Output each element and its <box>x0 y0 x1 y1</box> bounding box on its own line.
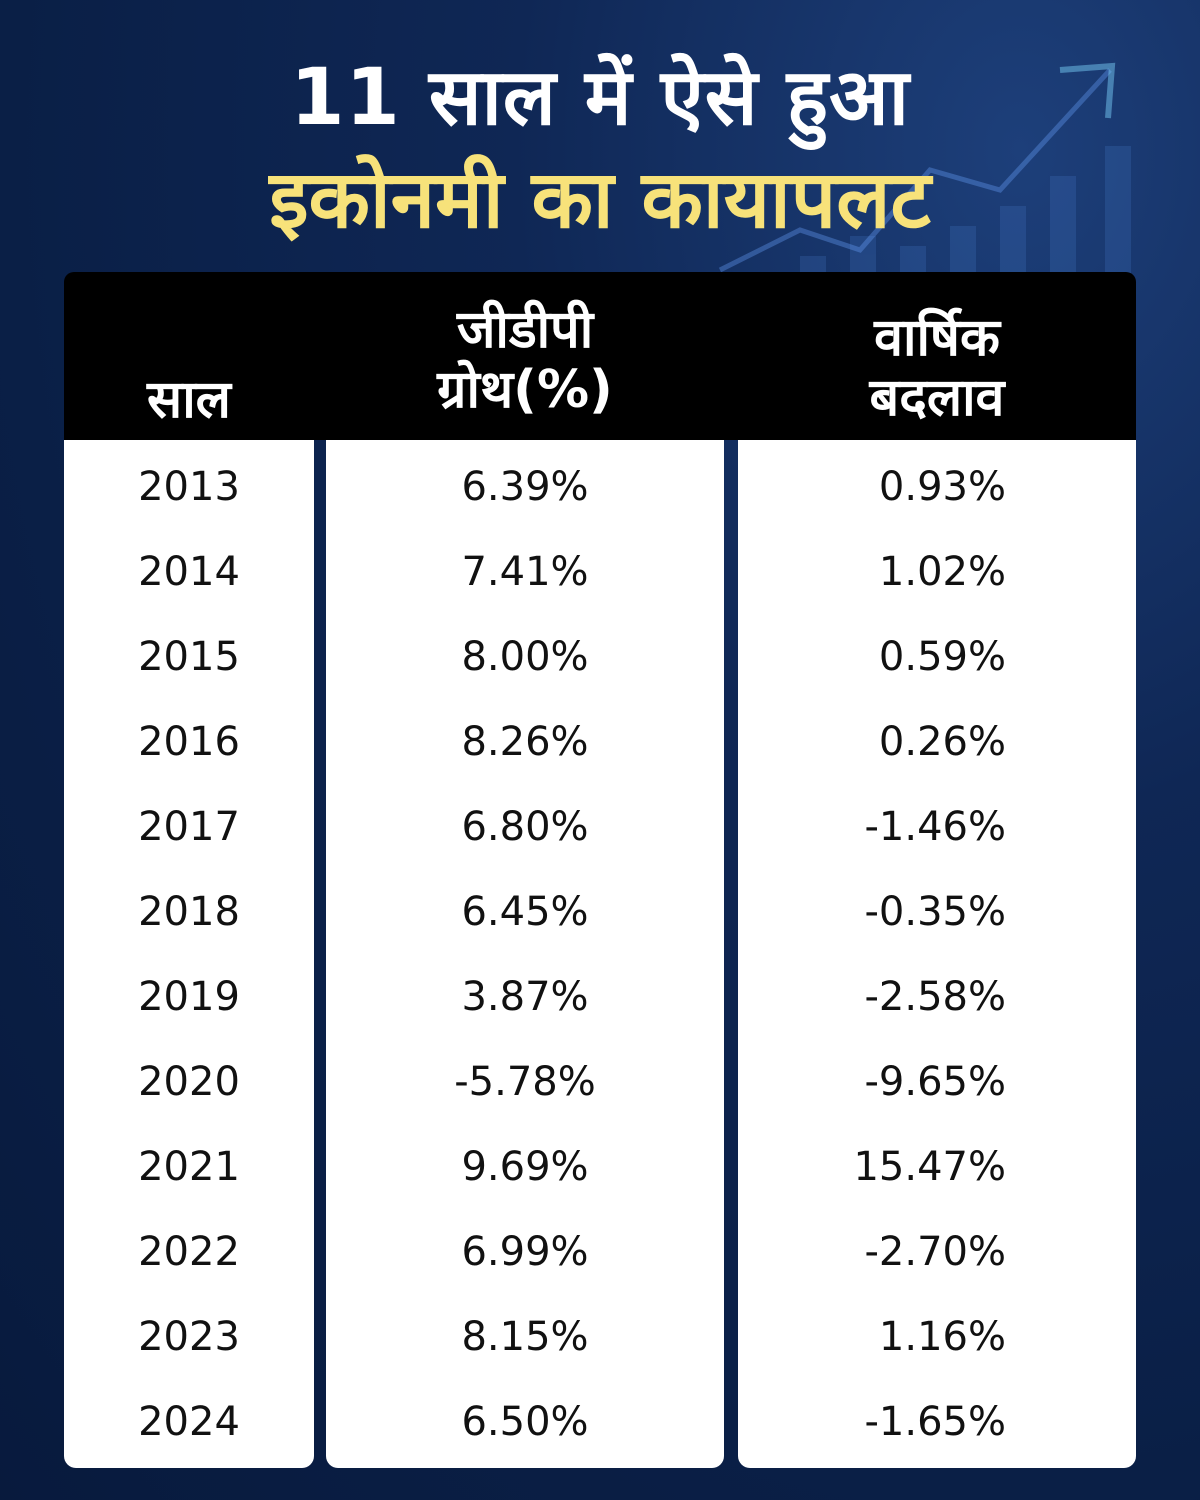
year-cell: 2018 <box>138 889 240 935</box>
header-gdp-line-2: ग्रोथ(%) <box>437 360 613 420</box>
annual-change-column: 0.93% 1.02% 0.59% 0.26% -1.46% -0.35% -2… <box>738 440 1136 1468</box>
header-annual-change: वार्षिक बदलाव <box>738 308 1136 428</box>
annual-change-cell: 1.02% <box>878 549 1006 595</box>
header-gdp-growth: जीडीपी ग्रोथ(%) <box>326 300 724 420</box>
gdp-growth-cell: 8.00% <box>461 634 589 680</box>
annual-change-cell: -2.58% <box>864 974 1006 1020</box>
year-cell: 2015 <box>138 634 240 680</box>
year-cell: 2013 <box>138 464 240 510</box>
gdp-growth-cell: 6.45% <box>461 889 589 935</box>
gdp-growth-column: 6.39% 7.41% 8.00% 8.26% 6.80% 6.45% 3.87… <box>326 440 724 1468</box>
annual-change-cell: 1.16% <box>878 1314 1006 1360</box>
gdp-growth-cell: 3.87% <box>461 974 589 1020</box>
year-cell: 2023 <box>138 1314 240 1360</box>
gdp-growth-cell: 6.39% <box>461 464 589 510</box>
gdp-growth-cell: 6.80% <box>461 804 589 850</box>
title-line-1: 11 साल में ऐसे हुआ <box>290 53 910 143</box>
year-cell: 2017 <box>138 804 240 850</box>
annual-change-cell: -0.35% <box>864 889 1006 935</box>
year-cell: 2020 <box>138 1059 240 1105</box>
year-cell: 2019 <box>138 974 240 1020</box>
gdp-growth-cell: 9.69% <box>461 1144 589 1190</box>
title-line-2: इकोनमी का कायापलट <box>269 153 931 246</box>
header-year: साल <box>64 370 314 430</box>
header-year-label: साल <box>147 370 231 430</box>
annual-change-cell: 0.59% <box>878 634 1006 680</box>
gdp-growth-cell: 8.15% <box>461 1314 589 1360</box>
gdp-growth-cell: 7.41% <box>461 549 589 595</box>
annual-change-cell: -1.65% <box>864 1399 1006 1445</box>
annual-change-cell: 0.26% <box>878 719 1006 765</box>
year-cell: 2024 <box>138 1399 240 1445</box>
year-cell: 2014 <box>138 549 240 595</box>
gdp-growth-cell: 6.50% <box>461 1399 589 1445</box>
annual-change-cell: 15.47% <box>853 1144 1006 1190</box>
gdp-growth-cell: 8.26% <box>461 719 589 765</box>
annual-change-cell: -2.70% <box>864 1229 1006 1275</box>
year-column: 2013 2014 2015 2016 2017 2018 2019 2020 … <box>64 440 314 1468</box>
page-title: 11 साल में ऐसे हुआ इकोनमी का कायापलट <box>0 48 1200 252</box>
gdp-growth-cell: -5.78% <box>454 1059 596 1105</box>
year-cell: 2022 <box>138 1229 240 1275</box>
year-cell: 2016 <box>138 719 240 765</box>
header-change-line-1: वार्षिक <box>874 308 1000 368</box>
year-cell: 2021 <box>138 1144 240 1190</box>
gdp-growth-cell: 6.99% <box>461 1229 589 1275</box>
annual-change-cell: -1.46% <box>864 804 1006 850</box>
annual-change-cell: 0.93% <box>878 464 1006 510</box>
header-gdp-line-1: जीडीपी <box>456 300 594 360</box>
header-change-line-2: बदलाव <box>869 368 1005 428</box>
annual-change-cell: -9.65% <box>864 1059 1006 1105</box>
table-header: साल जीडीपी ग्रोथ(%) वार्षिक बदलाव <box>64 272 1136 440</box>
